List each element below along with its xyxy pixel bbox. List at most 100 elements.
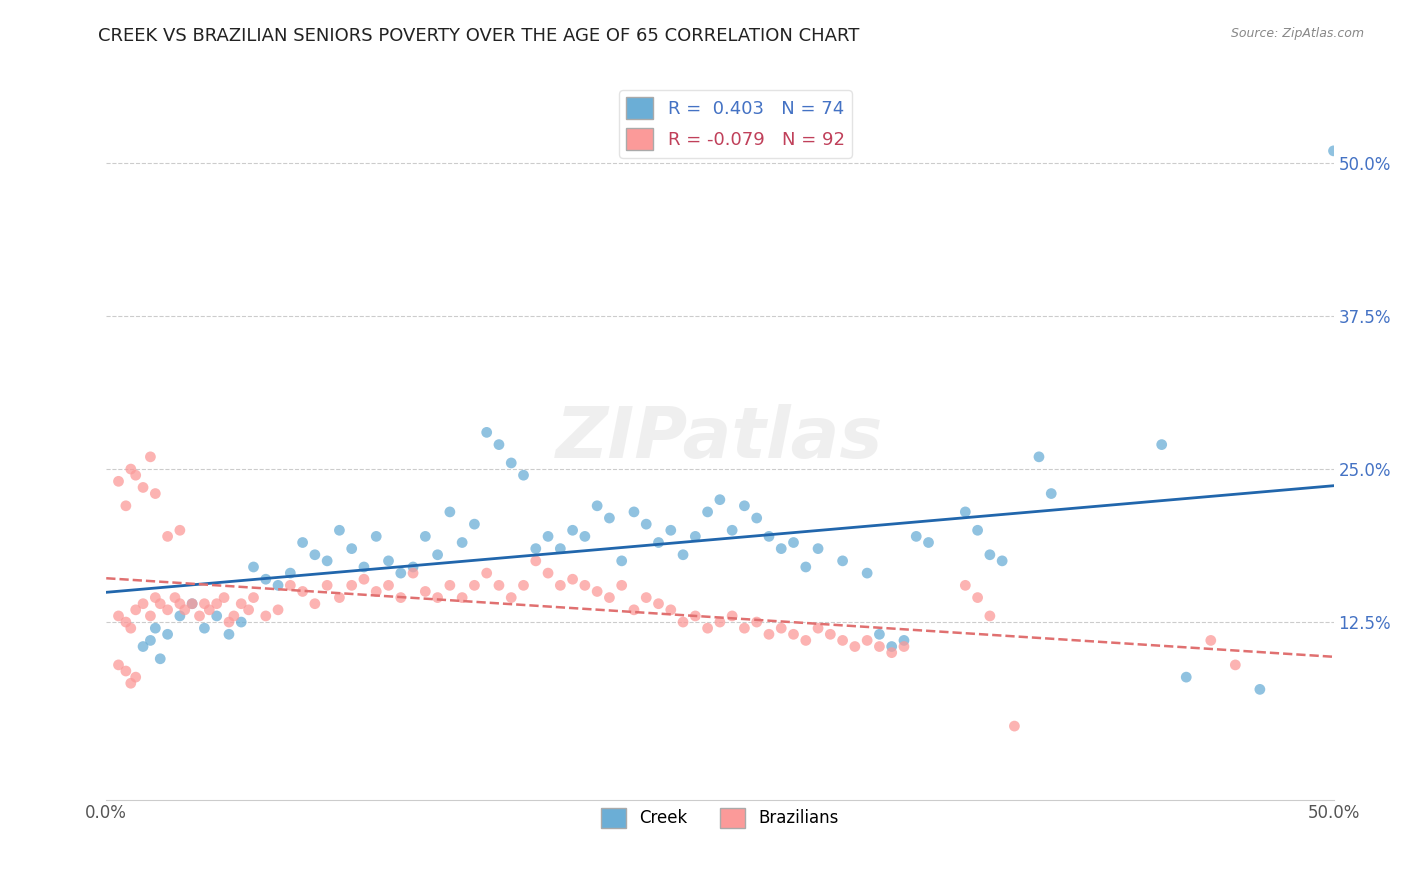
Point	[488, 578, 510, 592]
Point	[163, 591, 186, 605]
Point	[820, 627, 842, 641]
Point	[143, 591, 166, 605]
Point	[389, 566, 412, 580]
Point	[205, 609, 228, 624]
Point	[193, 597, 215, 611]
Point	[156, 627, 179, 641]
Point	[353, 560, 375, 574]
Point	[561, 523, 583, 537]
Point	[709, 492, 731, 507]
Point	[880, 646, 903, 660]
Point	[475, 566, 498, 580]
Point	[636, 591, 658, 605]
Point	[745, 615, 768, 629]
Point	[1249, 682, 1271, 697]
Point	[979, 609, 1001, 624]
Point	[696, 621, 718, 635]
Point	[794, 560, 817, 574]
Point	[439, 505, 461, 519]
Point	[831, 633, 853, 648]
Point	[696, 505, 718, 519]
Point	[1175, 670, 1198, 684]
Point	[254, 572, 277, 586]
Point	[107, 609, 129, 624]
Point	[463, 578, 485, 592]
Point	[574, 529, 596, 543]
Point	[149, 652, 172, 666]
Point	[475, 425, 498, 440]
Point	[512, 578, 534, 592]
Point	[139, 633, 162, 648]
Point	[389, 591, 412, 605]
Point	[807, 541, 830, 556]
Point	[1028, 450, 1050, 464]
Point	[451, 591, 474, 605]
Point	[770, 621, 793, 635]
Text: CREEK VS BRAZILIAN SENIORS POVERTY OVER THE AGE OF 65 CORRELATION CHART: CREEK VS BRAZILIAN SENIORS POVERTY OVER …	[98, 27, 860, 45]
Point	[709, 615, 731, 629]
Point	[218, 615, 240, 629]
Point	[340, 541, 363, 556]
Point	[647, 597, 669, 611]
Point	[439, 578, 461, 592]
Point	[868, 627, 890, 641]
Point	[267, 603, 290, 617]
Point	[807, 621, 830, 635]
Point	[770, 541, 793, 556]
Point	[758, 529, 780, 543]
Point	[880, 640, 903, 654]
Point	[278, 566, 301, 580]
Point	[758, 627, 780, 641]
Point	[893, 633, 915, 648]
Point	[917, 535, 939, 549]
Point	[340, 578, 363, 592]
Point	[831, 554, 853, 568]
Point	[169, 523, 191, 537]
Point	[291, 535, 314, 549]
Point	[598, 591, 620, 605]
Point	[188, 609, 211, 624]
Point	[856, 633, 879, 648]
Point	[1002, 719, 1025, 733]
Point	[132, 480, 155, 494]
Point	[316, 578, 339, 592]
Point	[721, 609, 744, 624]
Point	[586, 499, 609, 513]
Point	[426, 591, 449, 605]
Point	[1040, 486, 1063, 500]
Point	[636, 517, 658, 532]
Point	[143, 621, 166, 635]
Point	[169, 609, 191, 624]
Point	[721, 523, 744, 537]
Point	[304, 548, 326, 562]
Point	[181, 597, 204, 611]
Point	[512, 468, 534, 483]
Point	[254, 609, 277, 624]
Point	[316, 554, 339, 568]
Point	[905, 529, 928, 543]
Point	[267, 578, 290, 592]
Point	[451, 535, 474, 549]
Point	[125, 670, 148, 684]
Point	[143, 486, 166, 500]
Point	[125, 603, 148, 617]
Point	[672, 548, 695, 562]
Point	[222, 609, 245, 624]
Point	[561, 572, 583, 586]
Point	[524, 541, 547, 556]
Point	[212, 591, 235, 605]
Point	[685, 609, 707, 624]
Point	[115, 615, 138, 629]
Point	[794, 633, 817, 648]
Point	[501, 591, 523, 605]
Point	[574, 578, 596, 592]
Point	[366, 584, 388, 599]
Point	[115, 664, 138, 678]
Point	[218, 627, 240, 641]
Point	[893, 640, 915, 654]
Point	[139, 609, 162, 624]
Point	[782, 535, 804, 549]
Point	[991, 554, 1014, 568]
Point	[610, 578, 633, 592]
Point	[501, 456, 523, 470]
